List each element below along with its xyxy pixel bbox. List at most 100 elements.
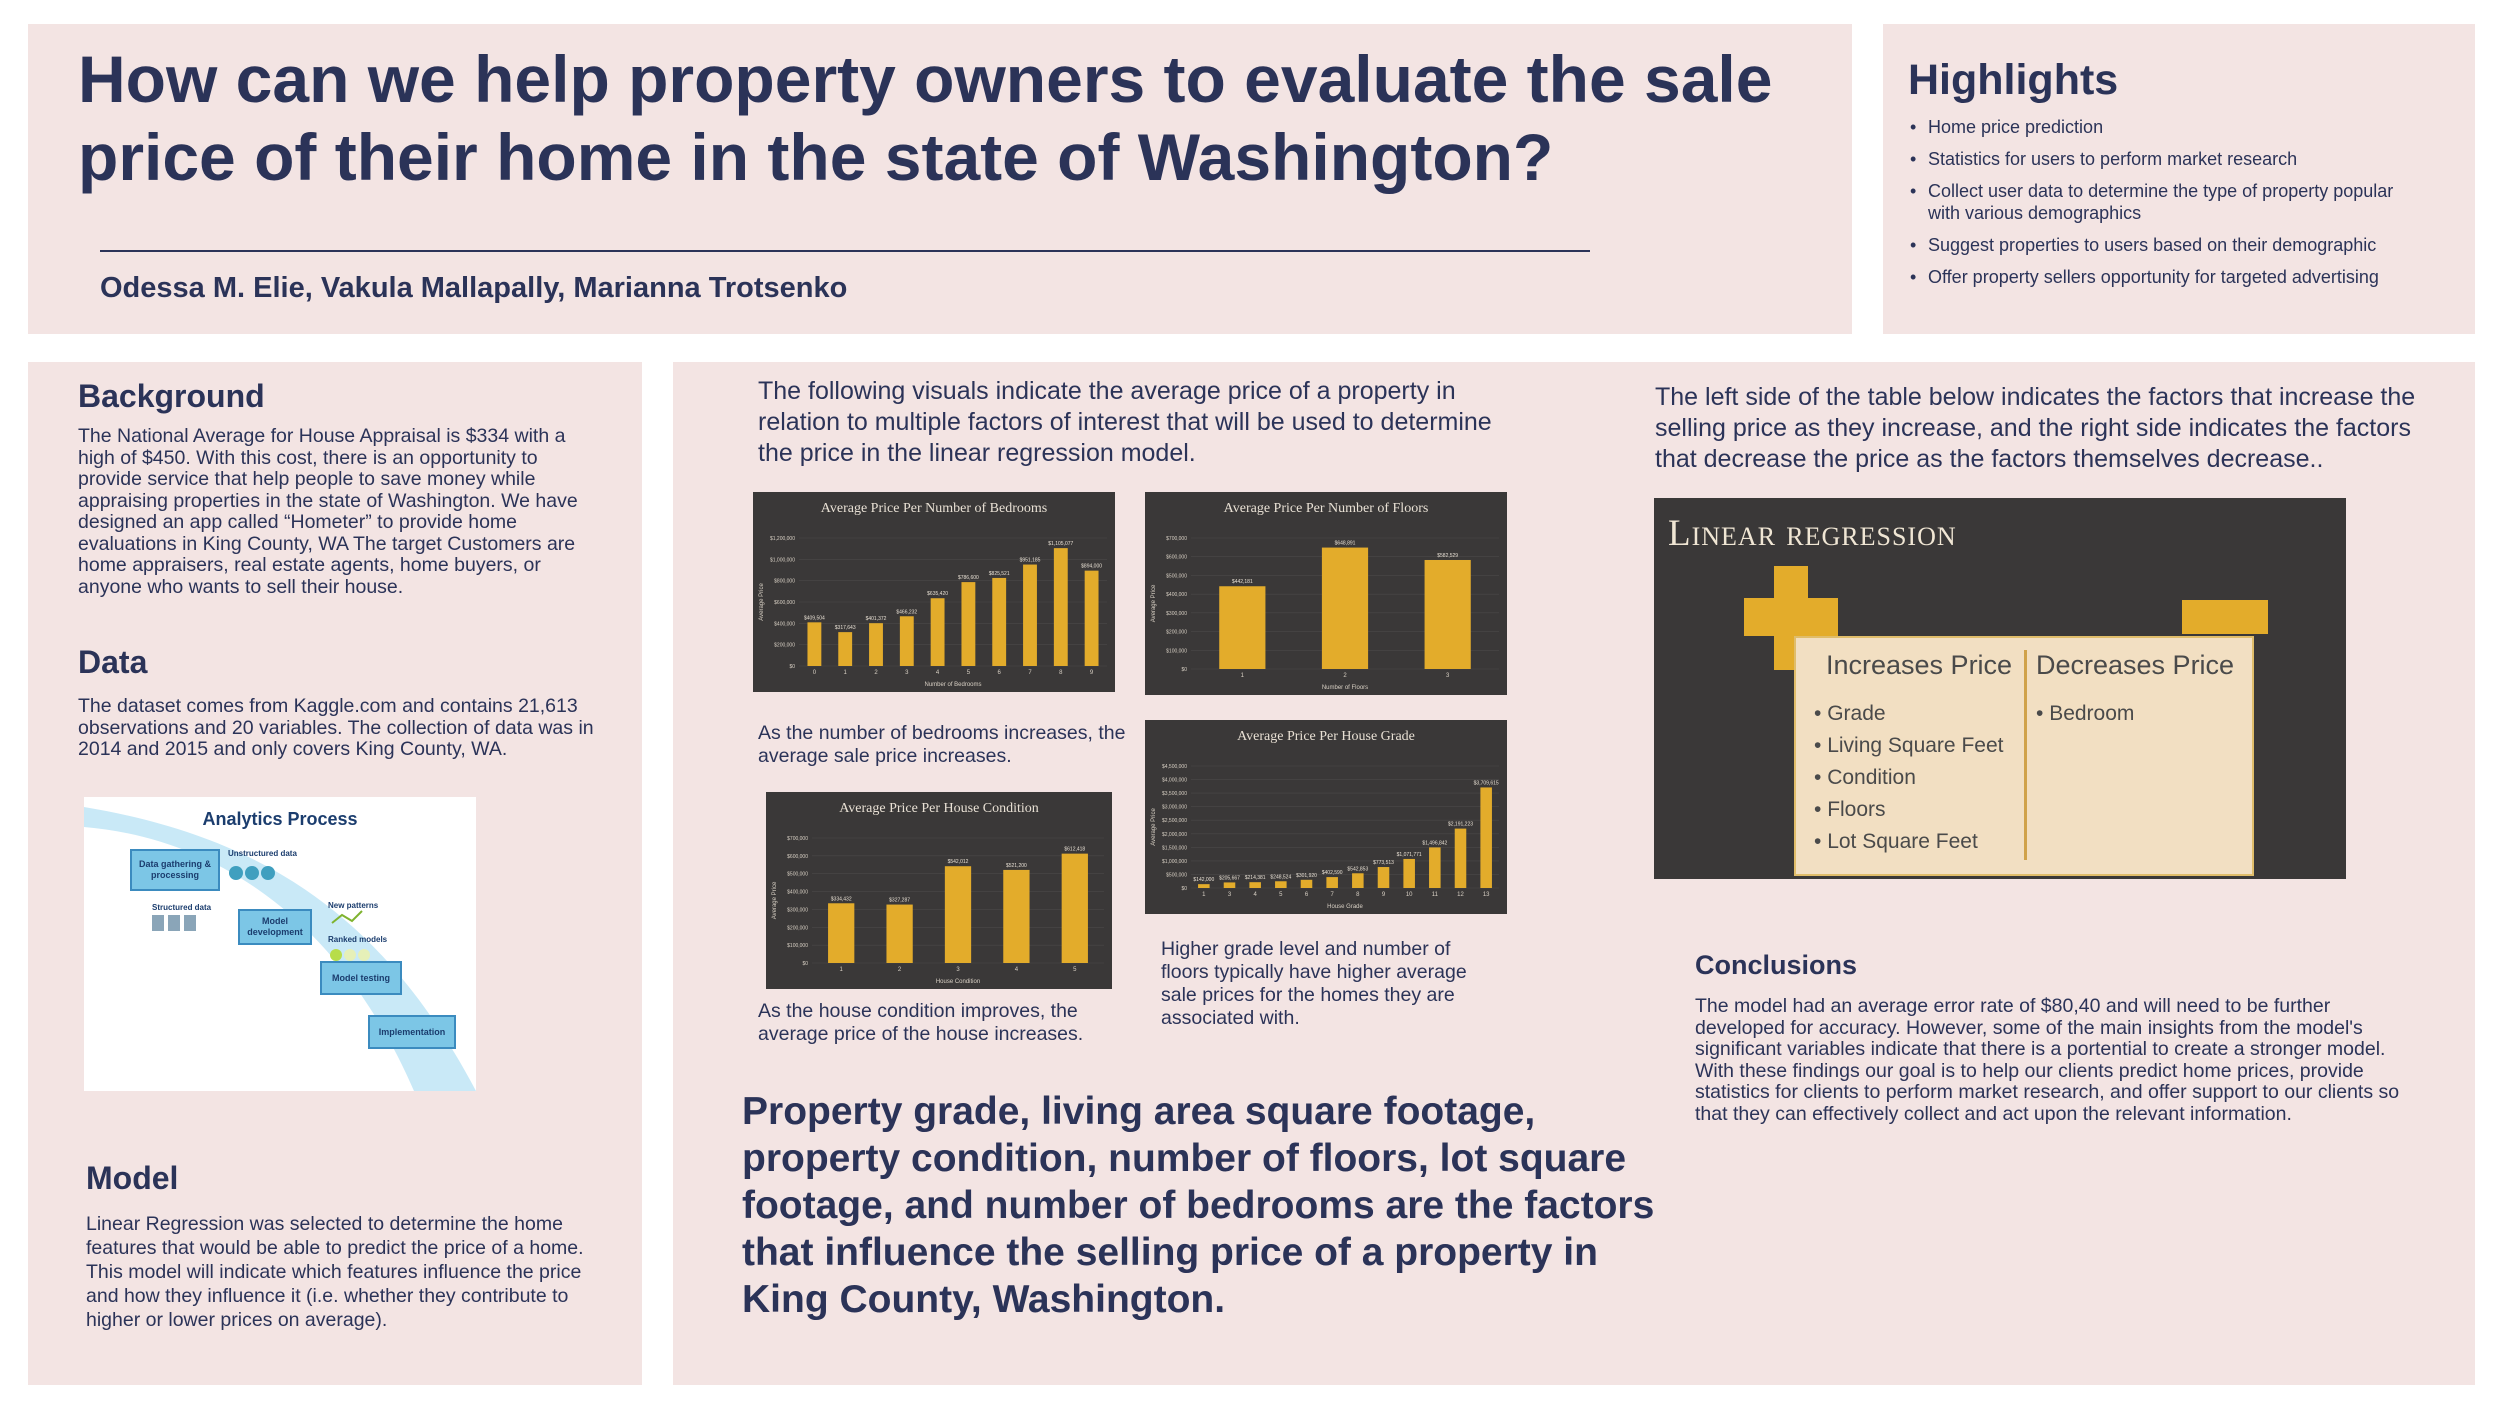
x-tick-label: 3 [1228,892,1232,898]
bar [1454,828,1467,888]
chart-svg-floors: Average Price Per Number of Floors $0 $100… [1151,501,1499,691]
chart-floors: Average Price Per Number of Floors $0 $100… [1145,492,1507,695]
y-tick-label: $300,000 [787,907,808,913]
y-tick-label: $200,000 [774,643,795,649]
bar [992,577,1007,666]
bar-value-label: $894,000 [1081,564,1102,570]
bar-value-label: $466,232 [896,609,917,615]
bar [1219,586,1266,669]
y-tick-label: $600,000 [787,854,808,860]
bar-value-label: $1,071,771 [1397,852,1422,858]
bar-value-label: $648,891 [1335,541,1356,547]
bar-value-label: $542,012 [948,859,969,865]
y-tick-label: $0 [802,961,808,967]
linear-regression-graphic: Linear regression Increases Price Decrea… [1654,498,2346,879]
chart-svg-condition: Average Price Per House Condition $0 $100,… [772,801,1104,985]
y-axis-label: Average Price [772,881,778,919]
analytics-title: Analytics Process [202,809,358,829]
x-tick-label: 4 [1015,967,1019,973]
x-tick-label: 1 [1202,892,1206,898]
y-tick-label: $700,000 [787,836,808,842]
y-tick-label: $3,500,000 [1162,791,1187,797]
x-tick-label: 9 [1090,670,1094,676]
analytics-process-diagram: Analytics Process Data gathering & proce… [84,797,476,1091]
chart-svg-grade: Average Price Per House Grade $0 $500,000 $… [1151,729,1499,910]
caption-bedrooms: As the number of bedrooms increases, the… [758,722,1126,767]
bar-value-label: $635,420 [927,591,948,597]
x-tick-label: 7 [1028,670,1032,676]
bar [1223,882,1236,888]
bar [1424,559,1471,669]
decrease-factor: Bedroom [2036,698,2134,730]
x-tick-label: 12 [1457,892,1464,898]
highlight-item: Statistics for users to perform market r… [1910,148,2428,170]
y-tick-label: $200,000 [1166,630,1187,636]
bar [1480,787,1492,888]
bar-value-label: $612,418 [1064,847,1085,853]
x-tick-label: 10 [1406,892,1413,898]
y-axis-label: Average Price [1151,808,1157,846]
chart-title: Average Price Per Number of Bedrooms [821,501,1047,516]
increases-heading: Increases Price [1826,650,2013,680]
highlight-item: Suggest properties to users based on the… [1910,234,2428,256]
label-unstructured-data: Unstructured data [228,849,297,858]
visuals-intro: The following visuals indicate the avera… [758,377,1492,467]
x-tick-label: 1 [844,670,848,676]
y-tick-label: $700,000 [1166,536,1187,542]
bar-value-label: $442,181 [1232,579,1253,585]
chart-title: Average Price Per Number of Floors [1224,501,1429,516]
bar-value-label: $402,590 [1322,870,1343,876]
bar [899,616,914,666]
x-axis-label: Number of Bedrooms [924,682,981,688]
caption-condition: As the house condition improves, the ave… [758,1000,1084,1045]
header-panel [28,24,1852,334]
step-model-development: Model development [238,909,312,945]
model-heading: Model [86,1160,179,1196]
bar [1084,570,1099,666]
y-tick-label: $0 [789,664,795,670]
bar [1326,877,1338,888]
bar [886,904,913,963]
poster-title: How can we help property owners to evalu… [78,42,1773,194]
conclusions-text: The model had an average error rate of $… [1695,995,2400,1125]
caption-grade: Higher grade level and number of floors … [1161,938,1467,1029]
chart-grade: Average Price Per House Grade $0 $500,000 $… [1145,720,1507,914]
y-tick-label: $1,200,000 [770,536,795,542]
y-tick-label: $500,000 [787,872,808,878]
increase-factor: Living Square Feet [1814,730,2003,762]
step-implementation: Implementation [368,1015,456,1049]
bar [807,622,822,666]
data-text: The dataset comes from Kaggle.com and co… [78,695,594,760]
y-tick-label: $400,000 [787,890,808,896]
bar-value-label: $327,287 [889,898,910,904]
regression-table: Increases Price Decreases Price Grade Li… [1794,636,2254,876]
y-tick-label: $100,000 [787,943,808,949]
x-tick-label: 3 [905,670,909,676]
step-model-testing: Model testing [320,961,402,995]
x-tick-label: 2 [1343,673,1347,679]
bar [1061,853,1088,963]
y-tick-label: $4,500,000 [1162,764,1187,770]
data-heading: Data [78,644,148,680]
y-tick-label: $1,000,000 [770,557,795,563]
y-tick-label: $4,000,000 [1162,778,1187,784]
y-tick-label: $800,000 [774,579,795,585]
y-tick-label: $400,000 [774,621,795,627]
label-ranked-models: Ranked models [328,935,388,944]
bar-value-label: $301,920 [1296,873,1317,879]
conclusions-heading: Conclusions [1695,950,1858,980]
increase-factor: Floors [1814,794,2003,826]
bar [961,582,976,666]
x-tick-label: 1 [1241,673,1245,679]
x-tick-label: 7 [1330,892,1334,898]
chart-condition: Average Price Per House Condition $0 $100,… [766,792,1112,989]
chart-title: Average Price Per House Condition [839,801,1039,816]
linear-regression-title: Linear regression [1668,513,1957,554]
y-axis-label: Average Price [759,583,765,621]
step-data-gathering: Data gathering & processing [130,849,220,891]
bar-value-label: $248,524 [1270,874,1291,880]
y-tick-label: $0 [1181,886,1187,892]
bar-value-label: $2,191,223 [1448,822,1473,828]
bar [944,866,972,963]
bar [1377,867,1390,888]
